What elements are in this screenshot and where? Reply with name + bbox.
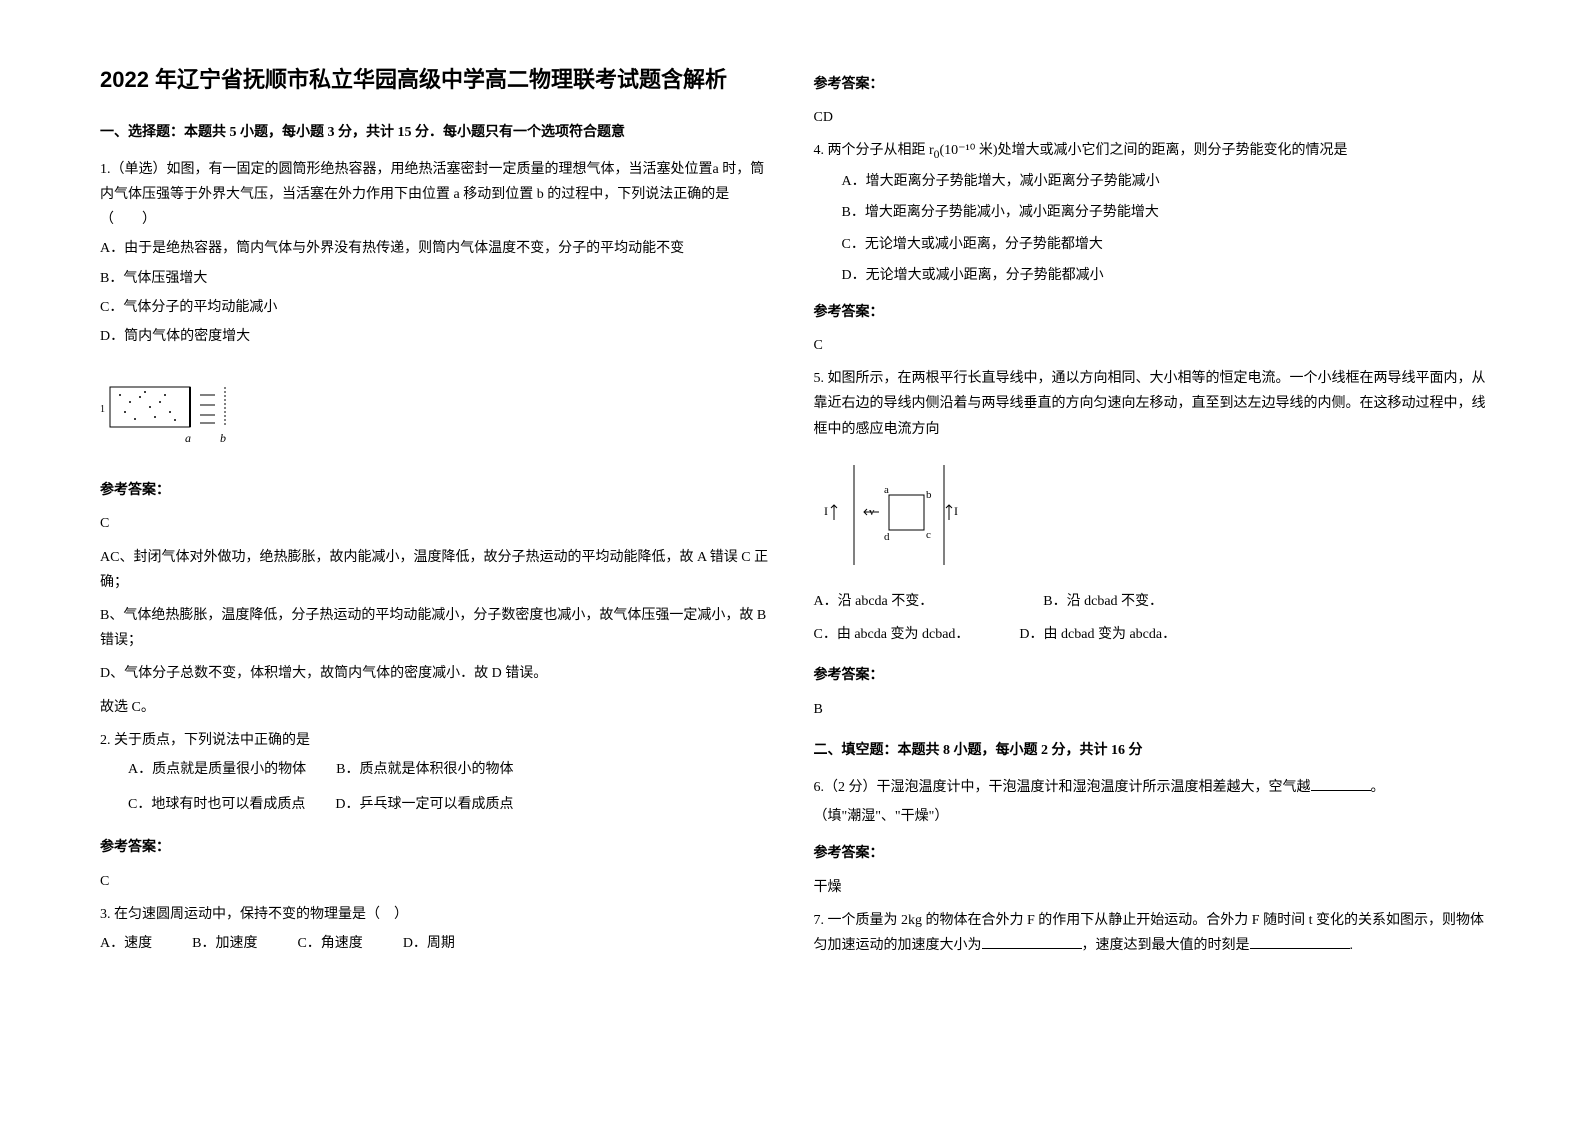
q6-text3: （填"潮湿"、"干燥"） xyxy=(814,804,1488,829)
q1-answer-exp4: 故选 C。 xyxy=(100,695,774,720)
svg-text:b: b xyxy=(220,431,226,445)
q1-answer-label: 参考答案： xyxy=(100,478,774,503)
page-title: 2022 年辽宁省抚顺市私立华园高级中学高二物理联考试题含解析 xyxy=(100,60,774,100)
question-5: 5. 如图所示，在两根平行长直导线中，通以方向相同、大小相等的恒定电流。一个小线… xyxy=(814,366,1488,442)
q1-text: 1.（单选）如图，有一固定的圆筒形绝热容器，用绝热活塞密封一定质量的理想气体，当… xyxy=(100,157,774,233)
q2-answer: C xyxy=(100,869,774,894)
q5-optC: C．由 abcda 变为 dcbad． xyxy=(814,622,970,647)
q2-optB: B．质点就是体积很小的物体 xyxy=(336,757,513,784)
svg-text:I: I xyxy=(824,504,828,518)
q6-text: 6.（2 分）干湿泡温度计中，干泡温度计和湿泡温度计所示温度相差越大，空气越 。 xyxy=(814,775,1488,800)
svg-text:I: I xyxy=(954,504,958,518)
section1-header: 一、选择题：本题共 5 小题，每小题 3 分，共计 15 分．每小题只有一个选项… xyxy=(100,120,774,145)
q5-text: 5. 如图所示，在两根平行长直导线中，通以方向相同、大小相等的恒定电流。一个小线… xyxy=(814,366,1488,442)
q2-text: 2. 关于质点，下列说法中正确的是 xyxy=(100,728,774,753)
question-1: 1.（单选）如图，有一固定的圆筒形绝热容器，用绝热活塞密封一定质量的理想气体，当… xyxy=(100,157,774,349)
q4-text-pre: 4. 两个分子从相距 r xyxy=(814,143,934,158)
q7-text: 7. 一个质量为 2kg 的物体在合外力 F 的作用下从静止开始运动。合外力 F… xyxy=(814,908,1488,958)
q5-answer-label: 参考答案： xyxy=(814,663,1488,688)
q2-optD: D．乒乓球一定可以看成质点 xyxy=(335,792,513,819)
svg-text:d: d xyxy=(884,531,890,543)
question-6: 6.（2 分）干湿泡温度计中，干泡温度计和湿泡温度计所示温度相差越大，空气越。 … xyxy=(814,775,1488,829)
svg-text:c: c xyxy=(926,529,931,541)
q4-answer-label: 参考答案： xyxy=(814,300,1488,325)
q4-text: 4. 两个分子从相距 r0(10⁻¹⁰ 米)处增大或减小它们之间的距离，则分子势… xyxy=(814,138,1488,165)
q6-answer-label: 参考答案： xyxy=(814,841,1488,866)
q5-answer: B xyxy=(814,697,1488,722)
q7-blank1 xyxy=(982,935,1082,949)
q1-diagram: a b 1 xyxy=(100,367,240,447)
q4-optB: B．增大距离分子势能减小，减小距离分子势能增大 xyxy=(814,200,1488,225)
q3-optD: D．周期 xyxy=(403,931,455,956)
q5-optA: A．沿 abcda 不变． xyxy=(814,589,934,614)
q2-optA: A．质点就是质量很小的物体 xyxy=(100,757,306,782)
question-3: 3. 在匀速圆周运动中，保持不变的物理量是（ ） A．速度 B．加速度 C．角速… xyxy=(100,902,774,960)
q4-answer: C xyxy=(814,333,1488,358)
q7-text3: . xyxy=(1350,938,1354,953)
q5-optD: D．由 dcbad 变为 abcda． xyxy=(1019,622,1176,647)
q4-text-sup: (10⁻¹⁰ 米)处增大或减小它们之间的距离，则分子势能变化的情况是 xyxy=(940,143,1348,158)
q6-answer: 干燥 xyxy=(814,875,1488,900)
section2-header: 二、填空题：本题共 8 小题，每小题 2 分，共计 16 分 xyxy=(814,738,1488,763)
q1-optA: A．由于是绝热容器，筒内气体与外界没有热传递，则筒内气体温度不变，分子的平均动能… xyxy=(100,236,774,261)
q3-optA: A．速度 xyxy=(100,931,152,956)
svg-text:b: b xyxy=(926,489,932,501)
q4-optC: C．无论增大或减小距离，分子势能都增大 xyxy=(814,232,1488,257)
q1-answer-exp2: B、气体绝热膨胀，温度降低，分子热运动的平均动能减小，分子数密度也减小，故气体压… xyxy=(100,603,774,653)
q2-optC: C．地球有时也可以看成质点 xyxy=(100,792,305,817)
q4-optD: D．无论增大或减小距离，分子势能都减小 xyxy=(814,263,1488,288)
q5-diagram: I I a b c d v xyxy=(814,460,974,570)
q3-text: 3. 在匀速圆周运动中，保持不变的物理量是（ ） xyxy=(100,902,774,927)
svg-text:1: 1 xyxy=(100,404,105,415)
q3-optB: B．加速度 xyxy=(192,931,257,956)
q6-text2: 。 xyxy=(1371,780,1385,795)
q1-optD: D．筒内气体的密度增大 xyxy=(100,324,774,349)
q5-optB: B．沿 dcbad 不变． xyxy=(1043,589,1163,614)
right-column: 参考答案： CD 4. 两个分子从相距 r0(10⁻¹⁰ 米)处增大或减小它们之… xyxy=(794,60,1508,1062)
q7-blank2 xyxy=(1250,935,1350,949)
q4-optA: A．增大距离分子势能增大，减小距离分子势能减小 xyxy=(814,169,1488,194)
q1-answer-exp1: AC、封闭气体对外做功，绝热膨胀，故内能减小，温度降低，故分子热运动的平均动能降… xyxy=(100,545,774,595)
left-column: 2022 年辽宁省抚顺市私立华园高级中学高二物理联考试题含解析 一、选择题：本题… xyxy=(80,60,794,1062)
q6-blank xyxy=(1311,777,1371,791)
q1-optB: B．气体压强增大 xyxy=(100,266,774,291)
q1-answer-exp3: D、气体分子总数不变，体积增大，故筒内气体的密度减小．故 D 错误。 xyxy=(100,661,774,686)
svg-text:a: a xyxy=(185,431,191,445)
q3-answer-label: 参考答案： xyxy=(814,72,1488,97)
q2-answer-label: 参考答案： xyxy=(100,835,774,860)
question-7: 7. 一个质量为 2kg 的物体在合外力 F 的作用下从静止开始运动。合外力 F… xyxy=(814,908,1488,958)
q6-text1: 6.（2 分）干湿泡温度计中，干泡温度计和湿泡温度计所示温度相差越大，空气越 xyxy=(814,780,1311,795)
q1-optC: C．气体分子的平均动能减小 xyxy=(100,295,774,320)
svg-text:a: a xyxy=(884,484,889,496)
q1-answer-key: C xyxy=(100,511,774,536)
q7-text2: ，速度达到最大值的时刻是 xyxy=(1082,938,1250,953)
q3-optC: C．角速度 xyxy=(297,931,362,956)
q3-answer: CD xyxy=(814,105,1488,130)
question-2: 2. 关于质点，下列说法中正确的是 A．质点就是质量很小的物体 B．质点就是体积… xyxy=(100,728,774,824)
question-4: 4. 两个分子从相距 r0(10⁻¹⁰ 米)处增大或减小它们之间的距离，则分子势… xyxy=(814,138,1488,288)
